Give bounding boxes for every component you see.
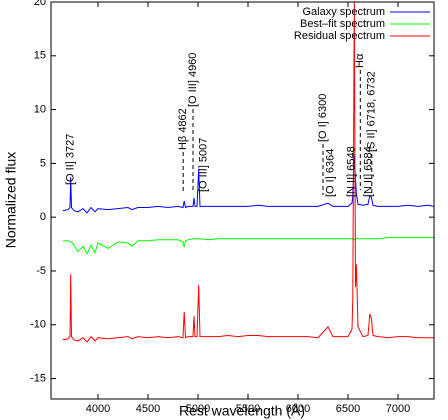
spectrum-line [63, 237, 434, 255]
x-tick-label: 5500 [236, 403, 260, 415]
y-tick-label: 10 [34, 103, 46, 115]
x-tick-label: 7000 [386, 403, 410, 415]
x-tick-label: 6000 [286, 403, 310, 415]
y-tick-label: -15 [30, 372, 46, 384]
annotation: [O II] 3727 [65, 134, 77, 185]
y-tick-label: 0 [40, 211, 46, 223]
annotation: [N II] 6548 [346, 146, 358, 197]
annotation: [O I] 6300 [317, 94, 329, 142]
legend-label: Residual spectrum [294, 30, 385, 42]
x-tick-label: 5000 [186, 403, 210, 415]
plot-area [62, 2, 434, 343]
y-tick-label: -10 [30, 319, 46, 331]
x-tick-label: 4000 [86, 403, 110, 415]
y-tick-label: 20 [34, 0, 46, 8]
legend-label: Best–fit spectrum [300, 18, 385, 30]
y-tick-label: -5 [36, 265, 46, 277]
annotation: [N II] 6584 [362, 146, 374, 197]
annotation: Hβ 4862 [177, 108, 189, 150]
annotation: [O III] 5007 [198, 138, 210, 192]
x-tick-label: 4500 [136, 403, 160, 415]
plot-frame [50, 1, 435, 400]
annotation: [S II] 6718, 6732 [366, 71, 378, 152]
y-axis-label: Normalized flux [3, 152, 19, 248]
y-tick-label: 15 [34, 50, 46, 62]
annotation: [O I] 6364 [324, 149, 336, 197]
annotation: Hα [354, 53, 366, 68]
spectrum-line [62, 2, 434, 343]
spectrum-line [62, 155, 434, 214]
x-axis-label: Rest wavelength (Å) [179, 403, 305, 419]
y-tick-label: 5 [40, 157, 46, 169]
legend-label: Galaxy spectrum [302, 6, 385, 18]
annotation: [O III] 4960 [187, 53, 199, 107]
x-tick-label: 6500 [336, 403, 360, 415]
